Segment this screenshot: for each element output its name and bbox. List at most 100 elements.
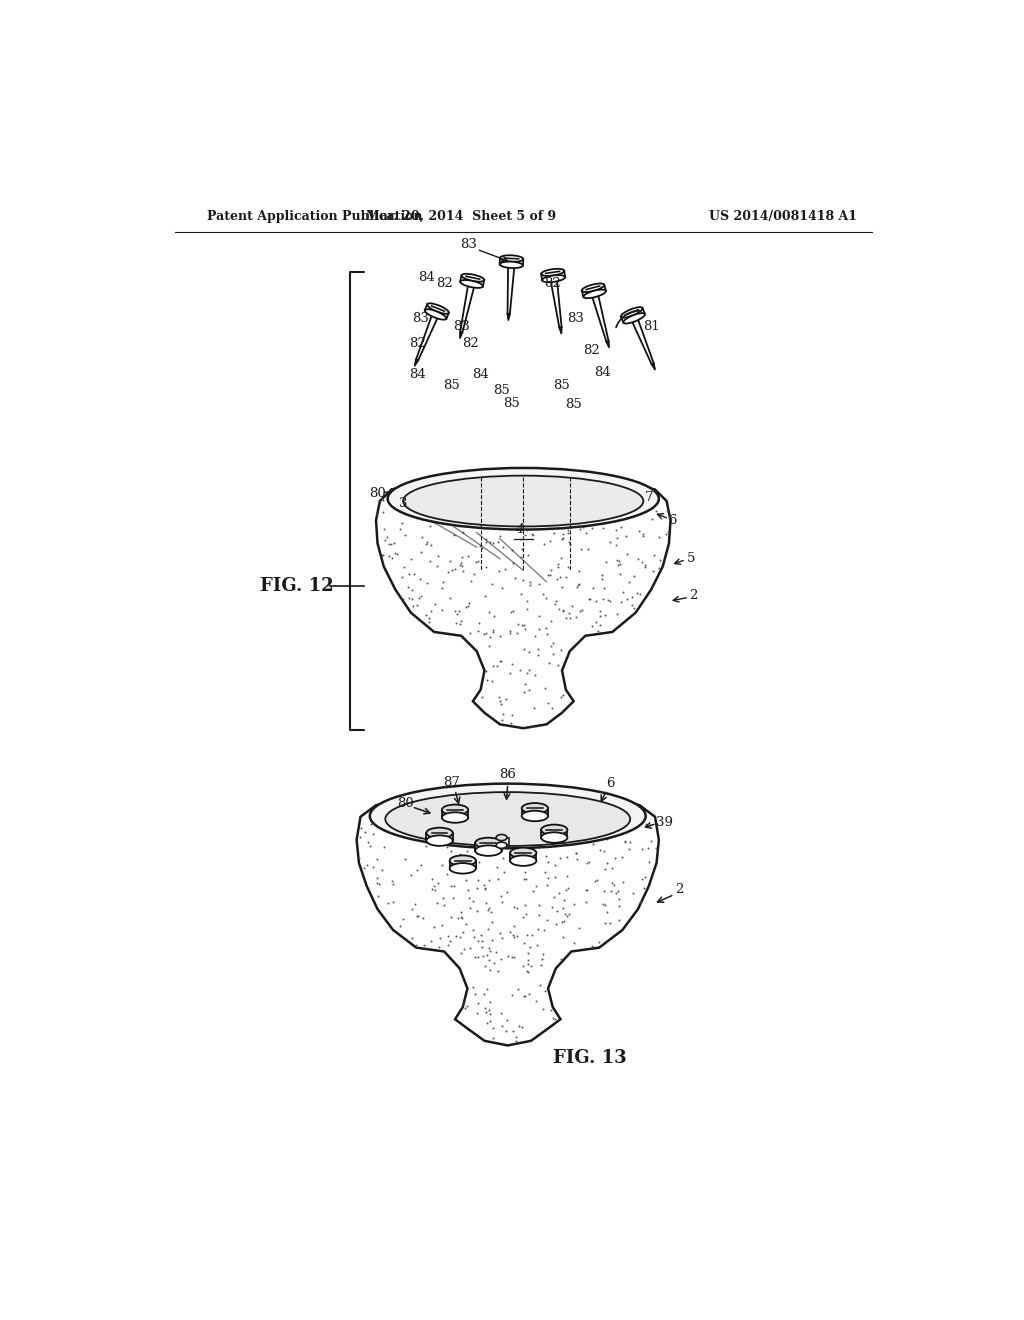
Point	[514, 1016, 530, 1038]
Point	[590, 822, 606, 843]
Point	[566, 826, 583, 847]
Point	[553, 686, 569, 708]
Point	[634, 550, 650, 572]
Point	[551, 816, 567, 837]
Point	[444, 560, 461, 581]
Point	[567, 784, 584, 805]
Ellipse shape	[426, 828, 453, 838]
Point	[535, 949, 551, 970]
Point	[528, 875, 545, 896]
Point	[488, 507, 505, 528]
Ellipse shape	[582, 284, 604, 292]
Point	[451, 507, 467, 528]
Point	[465, 817, 481, 838]
Point	[549, 504, 565, 525]
Point	[572, 519, 589, 540]
Point	[415, 908, 431, 929]
Point	[489, 961, 506, 982]
Point	[554, 701, 570, 722]
Point	[518, 797, 535, 818]
Point	[410, 906, 426, 927]
Point	[551, 598, 567, 619]
Point	[374, 859, 390, 880]
Point	[544, 698, 560, 719]
Ellipse shape	[584, 289, 606, 298]
Point	[446, 495, 463, 516]
Point	[604, 858, 621, 879]
Point	[518, 961, 535, 982]
Point	[620, 804, 636, 825]
Point	[595, 589, 611, 610]
Point	[506, 927, 522, 948]
Point	[584, 615, 600, 636]
Point	[558, 507, 574, 528]
Point	[478, 622, 495, 643]
Point	[483, 929, 500, 950]
Point	[381, 813, 397, 834]
Point	[475, 874, 492, 895]
Polygon shape	[629, 312, 653, 364]
Point	[505, 924, 521, 945]
Point	[493, 467, 509, 488]
Point	[528, 510, 545, 531]
Point	[522, 572, 539, 593]
Point	[554, 834, 570, 855]
Point	[484, 656, 501, 677]
Point	[543, 636, 559, 657]
Point	[502, 620, 518, 642]
Point	[403, 548, 420, 569]
Point	[452, 843, 468, 865]
Point	[617, 830, 634, 851]
Point	[611, 895, 628, 916]
Point	[431, 807, 447, 828]
Point	[385, 873, 401, 894]
Point	[470, 620, 486, 642]
Point	[588, 590, 604, 611]
Point	[529, 639, 546, 660]
Point	[628, 801, 644, 822]
Polygon shape	[450, 861, 476, 869]
Polygon shape	[356, 788, 658, 1045]
Point	[587, 871, 603, 892]
Point	[414, 508, 430, 529]
Point	[374, 488, 390, 510]
Point	[470, 800, 486, 821]
Point	[547, 593, 563, 614]
Point	[375, 490, 391, 511]
Point	[651, 527, 668, 548]
Point	[537, 981, 553, 1002]
Point	[598, 829, 614, 850]
Point	[403, 579, 420, 601]
Point	[660, 507, 677, 528]
Point	[554, 524, 570, 545]
Point	[482, 960, 499, 981]
Point	[371, 874, 387, 895]
Point	[471, 492, 487, 513]
Point	[560, 523, 577, 544]
Point	[476, 878, 493, 899]
Point	[485, 619, 502, 640]
Point	[588, 824, 604, 845]
Point	[604, 510, 621, 531]
Point	[478, 483, 495, 504]
Point	[467, 983, 483, 1005]
Point	[474, 936, 490, 957]
Point	[355, 858, 372, 879]
Text: 85: 85	[503, 397, 520, 409]
Point	[563, 595, 580, 616]
Ellipse shape	[385, 792, 630, 846]
Point	[595, 512, 611, 533]
Text: 86: 86	[500, 768, 516, 781]
Point	[480, 950, 497, 972]
Point	[485, 952, 502, 973]
Point	[482, 1010, 499, 1031]
Ellipse shape	[462, 273, 484, 281]
Point	[418, 836, 434, 857]
Point	[542, 564, 558, 585]
Point	[399, 577, 416, 598]
Point	[558, 846, 574, 867]
Point	[536, 487, 552, 508]
Point	[554, 912, 570, 933]
Point	[380, 892, 396, 913]
Point	[623, 832, 639, 853]
